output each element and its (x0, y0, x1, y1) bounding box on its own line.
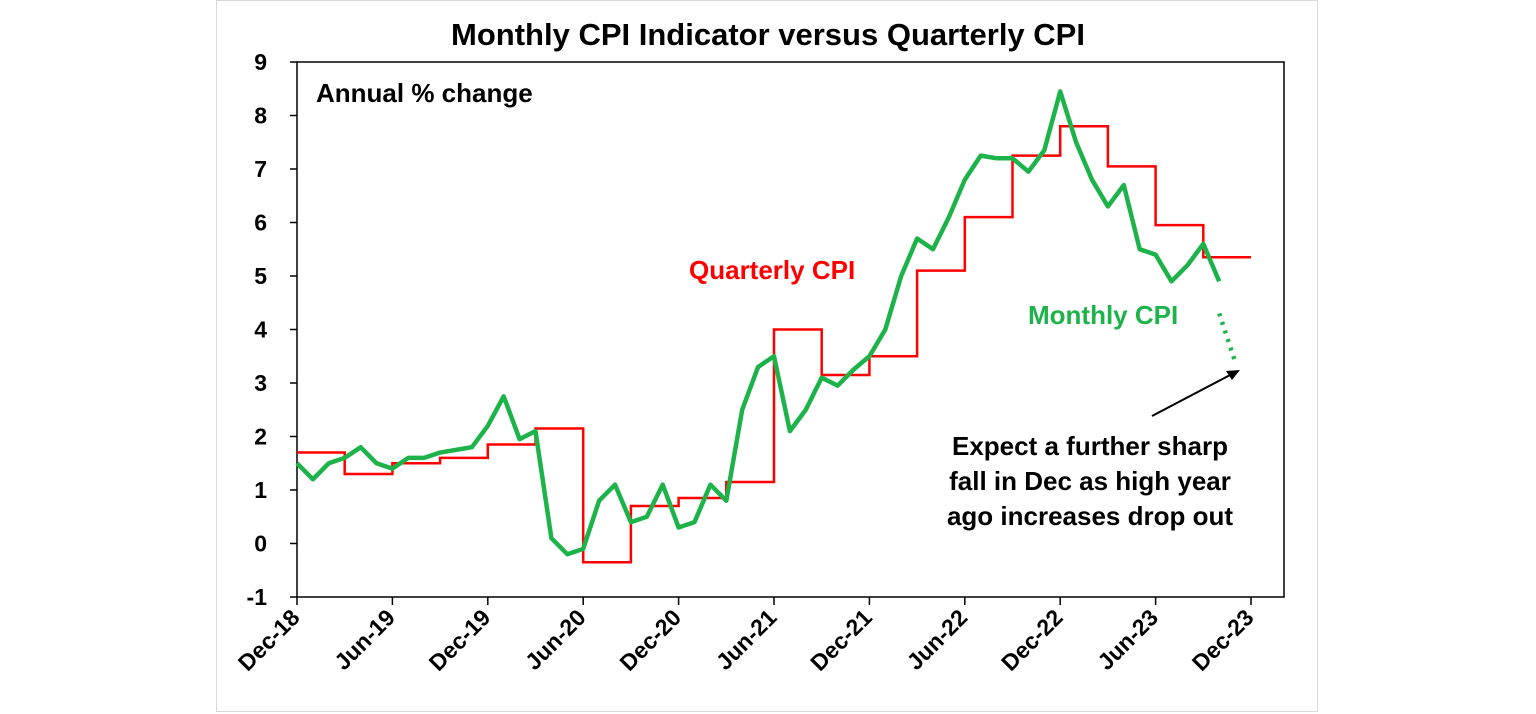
monthly-cpi-line (295, 89, 1222, 557)
x-tick-label: Dec-21 (805, 604, 877, 676)
x-tick-label: Dec-19 (424, 604, 496, 676)
y-axis: -1 0 1 2 3 4 5 6 7 8 9 (247, 49, 297, 610)
y-tick-label: 6 (254, 210, 267, 236)
annotation-note-line-1: Expect a further sharp (952, 431, 1228, 461)
y-tick-label: 1 (254, 477, 267, 503)
quarterly-cpi-line (297, 124, 1251, 564)
annotation-arrow (1151, 370, 1240, 417)
y-tick-label: 8 (254, 103, 267, 129)
x-axis: Dec-18 Jun-19 Dec-19 Jun-20 Dec-20 Jun-21 Dec-… (233, 597, 1259, 676)
x-tick-label: Jun-19 (329, 604, 400, 675)
x-tick-label: Jun-23 (1092, 604, 1163, 675)
y-tick-label: 0 (254, 531, 267, 557)
x-tick-label: Dec-18 (233, 604, 305, 676)
x-tick-label: Jun-22 (902, 604, 973, 675)
series-lines (295, 89, 1251, 564)
annotation-note-line-2: fall in Dec as high year (949, 466, 1231, 496)
y-tick-label: 3 (254, 370, 267, 396)
annotation-note-line-3: ago increases drop out (947, 501, 1233, 531)
y-tick-label: 7 (254, 156, 267, 182)
plot-area (296, 61, 1285, 598)
y-tick-label: -1 (247, 584, 268, 610)
y-tick-label: 2 (254, 424, 267, 450)
y-tick-label: 9 (254, 49, 267, 75)
y-axis-label: Annual % change (316, 78, 533, 108)
x-tick-label: Jun-20 (520, 604, 591, 675)
quarterly-cpi-label: Quarterly CPI (689, 255, 855, 285)
y-tick-label: 5 (254, 263, 267, 289)
monthly-cpi-label: Monthly CPI (1028, 300, 1178, 330)
x-tick-label: Dec-23 (1187, 604, 1259, 676)
y-tick-label: 4 (254, 317, 267, 343)
x-tick-label: Dec-20 (614, 604, 686, 676)
x-tick-label: Dec-22 (996, 604, 1068, 676)
chart-title: Monthly CPI Indicator versus Quarterly C… (451, 17, 1085, 52)
x-tick-label: Jun-21 (711, 604, 782, 675)
chart-frame (216, 0, 1318, 712)
